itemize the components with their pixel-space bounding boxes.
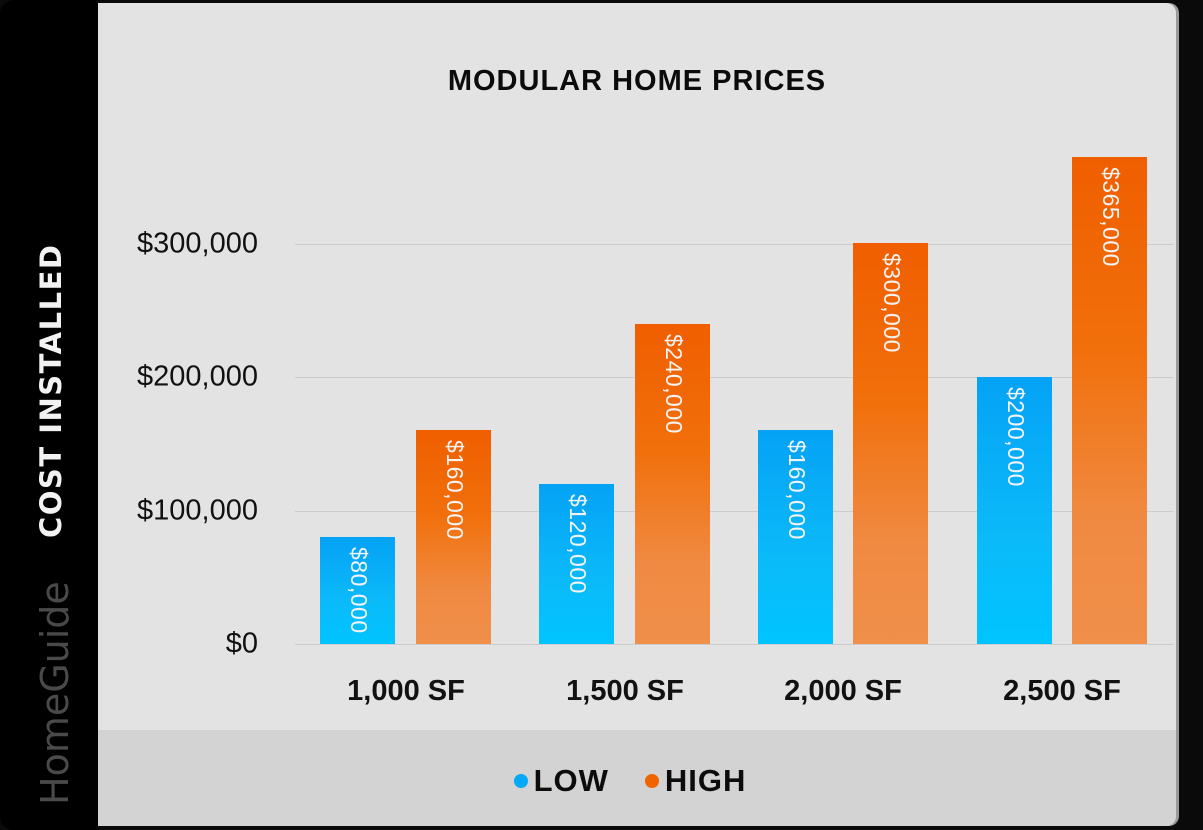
bar-low: $160,000 [758, 430, 833, 644]
bar-low: $120,000 [539, 484, 614, 644]
bar-value-label: $160,000 [783, 440, 810, 540]
plot-area: $0 $100,000 $200,000 $300,000 $80,000 $160,00… [98, 3, 1176, 730]
gridline [295, 244, 1173, 245]
y-tick-label: $100,000 [137, 494, 258, 527]
x-tick-label: 1,000 SF [347, 675, 465, 707]
high-dot-icon [644, 774, 659, 788]
bar-high: $365,000 [1072, 157, 1147, 644]
bar-low: $80,000 [320, 537, 395, 644]
legend-band [98, 730, 1176, 826]
y-axis-title: COST INSTALLED [34, 243, 68, 538]
bar-high: $300,000 [853, 243, 928, 644]
x-tick-label: 2,500 SF [1003, 675, 1121, 707]
bar-value-label: $365,000 [1097, 167, 1124, 267]
bar-high: $240,000 [635, 324, 710, 644]
y-tick-label: $300,000 [137, 227, 258, 260]
bar-value-label: $160,000 [441, 440, 468, 540]
legend: LOW HIGH [98, 763, 1176, 799]
bar-value-label: $300,000 [878, 253, 905, 353]
gridline [295, 511, 1173, 512]
x-tick-label: 2,000 SF [784, 675, 902, 707]
x-tick-label: 1,500 SF [566, 675, 684, 707]
legend-item-low: LOW [513, 763, 609, 799]
chart-title: MODULAR HOME PRICES [447, 65, 827, 97]
y-tick-label: $200,000 [137, 360, 258, 393]
bar-value-label: $200,000 [1002, 387, 1029, 487]
bar-low: $200,000 [977, 377, 1052, 644]
low-dot-icon [513, 774, 528, 788]
bar-high: $160,000 [416, 430, 491, 644]
y-tick-label: $0 [225, 627, 258, 660]
gridline [295, 644, 1173, 645]
bar-value-label: $240,000 [660, 334, 687, 434]
legend-item-high: HIGH [644, 763, 747, 799]
legend-label-high: HIGH [664, 763, 747, 798]
bar-value-label: $120,000 [564, 494, 591, 594]
gridline [295, 377, 1173, 378]
chart-panel: MODULAR HOME PRICES $0 $100,000 $200,000 $3… [98, 3, 1176, 826]
legend-label-low: LOW [533, 763, 609, 798]
side-strip: COST INSTALLED HomeGuide [0, 0, 98, 830]
bar-value-label: $80,000 [345, 547, 372, 634]
brand-logo: HomeGuide [33, 581, 77, 805]
